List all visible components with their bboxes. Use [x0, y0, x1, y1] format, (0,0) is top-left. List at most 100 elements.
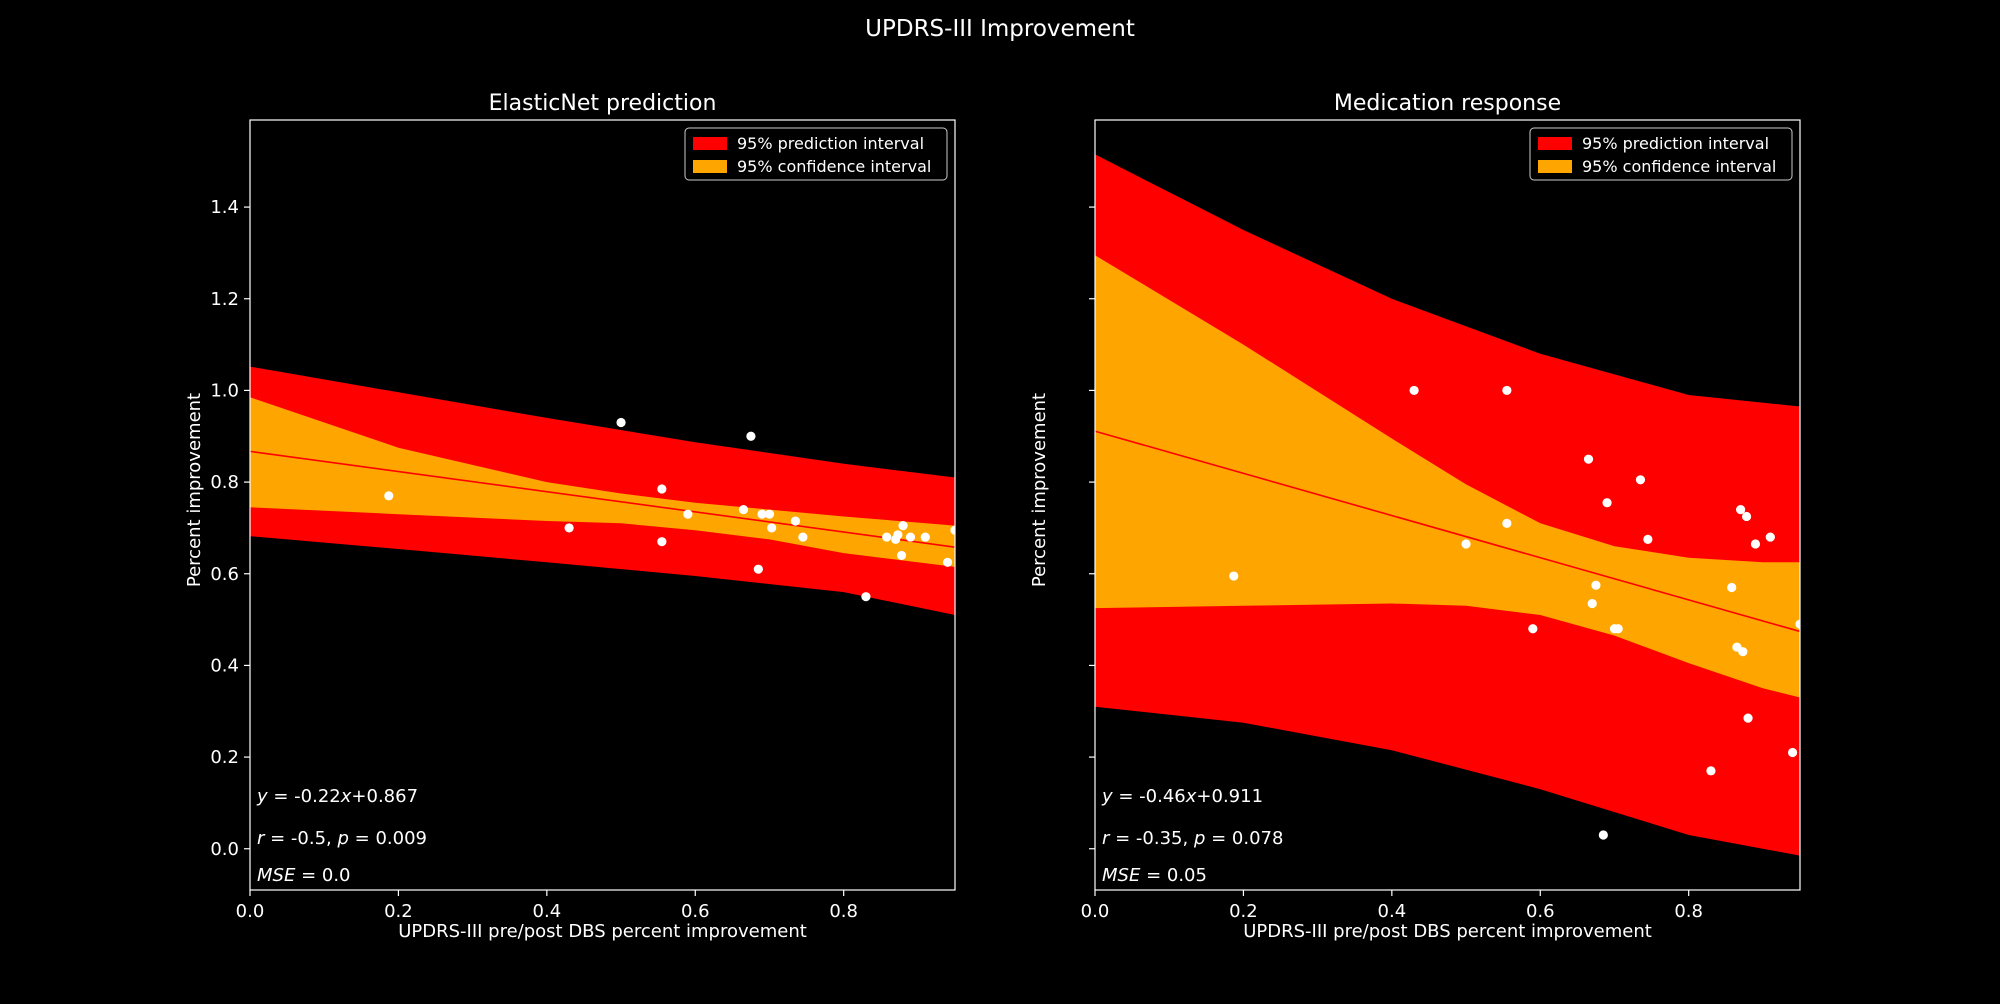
data-point — [1635, 475, 1646, 485]
x-tick-label: 0.4 — [533, 901, 562, 922]
mse-stat: MSE = 0.0 — [257, 865, 351, 886]
legend-box — [1529, 127, 1793, 181]
data-point — [1502, 518, 1512, 528]
y-axis-label: Percent improvement — [184, 393, 205, 587]
correlation-p-symbol: p — [337, 828, 349, 849]
correlation-r-value: = -0.5, — [264, 828, 337, 849]
data-point — [757, 509, 767, 519]
data-point — [893, 530, 903, 540]
equation-y-symbol: y — [1101, 786, 1113, 807]
x-axis-label: UPDRS-III pre/post DBS percent improveme… — [1243, 921, 1652, 942]
legend-entry-label: 95% confidence interval — [737, 157, 931, 176]
y-tick-label: 0.0 — [210, 839, 239, 860]
panel-medication-response: 0.0 0.2 0.4 0.6 0.8 Medication response UPDRS-… — [1029, 91, 1801, 942]
data-point — [882, 532, 892, 542]
data-point — [1765, 532, 1775, 542]
data-point — [1727, 582, 1737, 593]
data-point — [861, 592, 871, 602]
data-point — [1738, 647, 1748, 657]
mse-value: = 0.05 — [1140, 865, 1207, 886]
data-point — [564, 523, 574, 533]
x-tick-label: 0.0 — [1081, 901, 1110, 922]
data-point — [683, 509, 693, 519]
data-point — [657, 484, 667, 494]
correlation-stats: r = -0.35, p = 0.078 — [1102, 828, 1283, 849]
data-point — [898, 521, 908, 531]
data-point — [1643, 534, 1653, 544]
data-point — [1750, 539, 1761, 549]
x-tick-label: 0.6 — [681, 901, 710, 922]
data-point — [1461, 539, 1471, 549]
data-point — [1743, 713, 1753, 723]
data-point — [767, 523, 777, 533]
correlation-stats: r = -0.5, p = 0.009 — [257, 828, 427, 849]
legend-box — [684, 127, 948, 181]
correlation-p-value: = 0.009 — [349, 828, 427, 849]
data-point — [753, 564, 763, 574]
panel-elasticnet-prediction: 0.0 0.2 0.4 0.6 0.8 0.0 0.2 0.4 0.6 0.8 1.0 1.2 1.4 E… — [184, 91, 956, 942]
chart-title: Medication response — [1334, 91, 1561, 116]
data-point — [657, 537, 667, 547]
mse-value: = 0.0 — [295, 865, 350, 886]
data-point — [1583, 454, 1594, 464]
x-tick-label: 0.2 — [384, 901, 413, 922]
correlation-r-value: = -0.35, — [1109, 828, 1194, 849]
y-tick-label: 1.4 — [210, 197, 239, 218]
legend: 95% prediction interval 95% confidence in… — [684, 127, 948, 181]
legend-swatch-prediction — [1538, 137, 1572, 150]
data-point — [1528, 624, 1538, 634]
x-tick-label: 0.2 — [1229, 901, 1258, 922]
data-point — [1795, 619, 1800, 629]
equation-x-symbol: x — [1185, 786, 1197, 807]
data-point — [1602, 498, 1612, 508]
legend-entry-label: 95% prediction interval — [1582, 134, 1769, 153]
figure-suptitle: UPDRS-III Improvement — [865, 16, 1135, 42]
y-tick-label: 0.6 — [210, 564, 239, 585]
data-point — [1598, 830, 1608, 840]
correlation-p-value: = 0.078 — [1205, 828, 1283, 849]
y-tick-label: 1.2 — [210, 289, 239, 310]
legend-swatch-confidence — [693, 160, 727, 173]
equation-x-symbol: x — [340, 786, 352, 807]
equation-intercept: +0.867 — [351, 786, 418, 807]
y-tick-label: 1.0 — [210, 380, 239, 401]
data-point — [764, 509, 775, 519]
mse-stat: MSE = 0.05 — [1102, 865, 1207, 886]
chart-title: ElasticNet prediction — [489, 91, 717, 116]
data-point — [616, 417, 626, 428]
data-point — [1736, 504, 1746, 515]
data-point — [950, 525, 955, 535]
x-tick-label: 0.4 — [1378, 901, 1407, 922]
plot-area — [250, 366, 955, 615]
plot-area — [1095, 154, 1800, 856]
data-point — [1787, 747, 1798, 758]
legend-swatch-confidence — [1538, 160, 1572, 173]
y-tick-label: 0.4 — [210, 655, 239, 676]
legend-entry-label: 95% prediction interval — [737, 134, 924, 153]
y-axis-label: Percent improvement — [1029, 393, 1050, 587]
data-point — [1587, 598, 1597, 609]
data-point — [1502, 385, 1512, 396]
regression-line — [250, 450, 955, 548]
data-point — [1706, 766, 1716, 776]
mse-symbol: MSE — [1102, 865, 1141, 886]
legend-swatch-prediction — [693, 137, 727, 150]
regression-equation: y = -0.46x+0.911 — [1101, 786, 1263, 807]
data-point — [1591, 580, 1601, 590]
data-point — [738, 504, 749, 515]
data-point — [746, 431, 756, 441]
axes-frame — [1094, 119, 1801, 891]
equation-slope: = -0.46 — [1113, 786, 1186, 807]
x-tick-label: 0.0 — [236, 901, 265, 922]
axes-frame — [249, 119, 956, 891]
data-point — [905, 532, 916, 542]
equation-slope: = -0.22 — [268, 786, 341, 807]
legend: 95% prediction interval 95% confidence in… — [1529, 127, 1793, 181]
regression-line — [1095, 430, 1800, 633]
confidence-interval-band — [250, 397, 955, 567]
x-tick-label: 0.8 — [1674, 901, 1703, 922]
data-point — [1409, 385, 1419, 396]
x-tick-label: 0.8 — [829, 901, 858, 922]
legend-entry-label: 95% confidence interval — [1582, 157, 1776, 176]
data-point — [790, 516, 801, 526]
